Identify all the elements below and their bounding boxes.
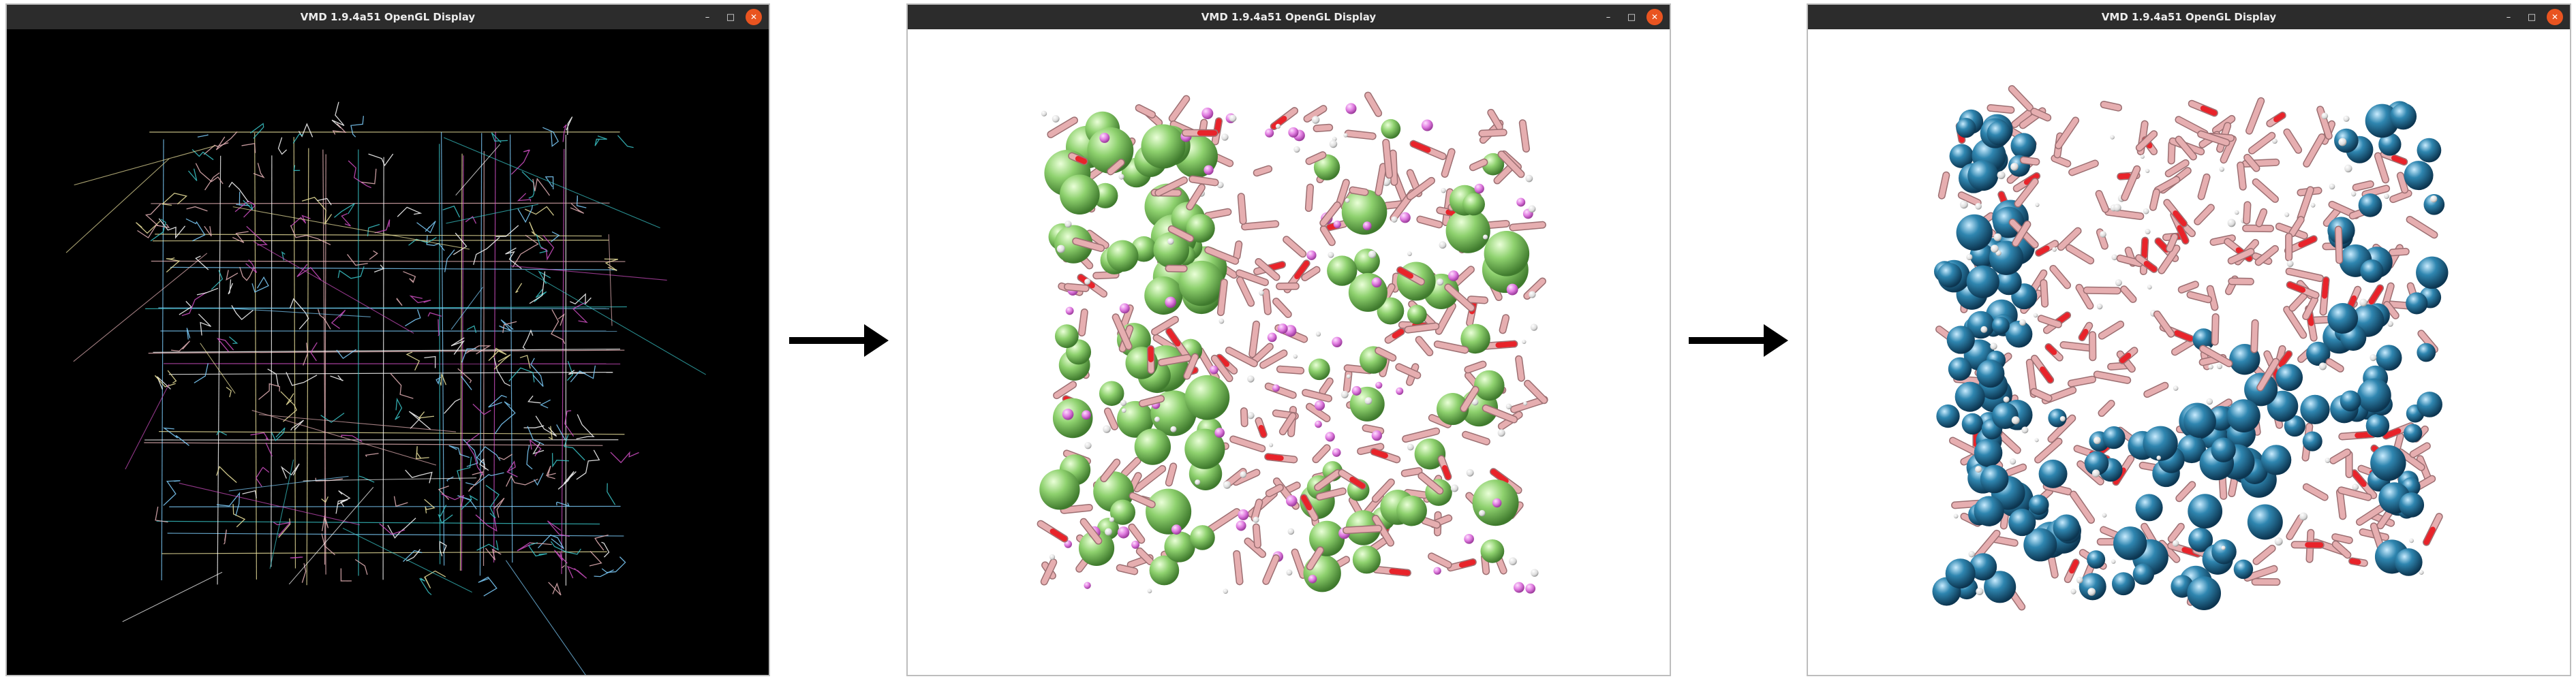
opengl-viewport[interactable] bbox=[1808, 29, 2570, 675]
minimize-icon[interactable]: – bbox=[2506, 12, 2511, 22]
window-title: VMD 1.9.4a51 OpenGL Display bbox=[1201, 11, 1377, 23]
opengl-viewport[interactable] bbox=[7, 29, 769, 675]
maximize-icon[interactable]: □ bbox=[726, 12, 735, 22]
minimize-icon[interactable]: – bbox=[705, 12, 710, 22]
line-network bbox=[65, 101, 707, 675]
opengl-viewport[interactable] bbox=[908, 29, 1670, 675]
molecule-blue-spheres-render bbox=[1932, 85, 2449, 611]
molecule-lines-render bbox=[65, 101, 707, 675]
atom-spheres bbox=[1953, 112, 2438, 596]
vmd-display-window-1[interactable]: VMD 1.9.4a51 OpenGL Display – □ ✕ bbox=[5, 3, 770, 676]
window-title: VMD 1.9.4a51 OpenGL Display bbox=[300, 11, 476, 23]
title-bar[interactable]: VMD 1.9.4a51 OpenGL Display – □ ✕ bbox=[908, 5, 1670, 29]
vmd-display-window-3[interactable]: VMD 1.9.4a51 OpenGL Display – □ ✕ bbox=[1807, 3, 2571, 676]
title-bar[interactable]: VMD 1.9.4a51 OpenGL Display – □ ✕ bbox=[7, 5, 769, 29]
close-icon[interactable]: ✕ bbox=[746, 9, 762, 25]
maximize-icon[interactable]: □ bbox=[2527, 12, 2536, 22]
minimize-icon[interactable]: – bbox=[1606, 12, 1611, 22]
window-controls: – □ ✕ bbox=[2494, 9, 2563, 25]
right-arrow-icon bbox=[789, 324, 889, 357]
maximize-icon[interactable]: □ bbox=[1627, 12, 1636, 22]
blue-vdw-spheres bbox=[1932, 101, 2449, 610]
atom-spheres bbox=[1041, 110, 1539, 595]
vmd-display-window-2[interactable]: VMD 1.9.4a51 OpenGL Display – □ ✕ bbox=[906, 3, 1671, 676]
close-icon[interactable]: ✕ bbox=[1646, 9, 1663, 25]
licorice-bonds bbox=[2008, 116, 2344, 405]
title-bar[interactable]: VMD 1.9.4a51 OpenGL Display – □ ✕ bbox=[1808, 5, 2570, 29]
window-controls: – □ ✕ bbox=[1593, 9, 1663, 25]
molecule-green-spheres-render bbox=[1037, 91, 1548, 595]
close-icon[interactable]: ✕ bbox=[2547, 9, 2563, 25]
window-title: VMD 1.9.4a51 OpenGL Display bbox=[2101, 11, 2277, 23]
licorice-bonds bbox=[1037, 129, 1525, 586]
right-arrow-icon bbox=[1689, 324, 1788, 357]
window-controls: – □ ✕ bbox=[692, 9, 762, 25]
